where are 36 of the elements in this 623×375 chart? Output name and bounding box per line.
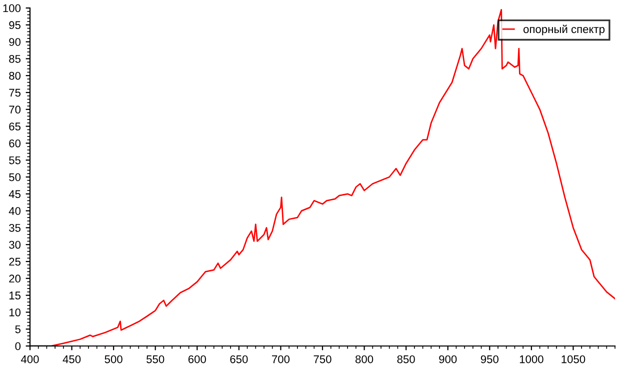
y-tick-label: 90 [9,38,21,46]
y-tick-label: 50 [9,173,21,182]
y-tick-label: 5 [15,325,21,334]
y-tick-label: 80 [9,72,21,80]
x-tick-label: 450 [62,355,81,364]
x-tick-label: 650 [230,355,248,364]
x-tick-label: 1000 [520,355,544,364]
y-tick-label: 95 [9,21,21,30]
x-tick-label: 750 [314,355,332,364]
y-tick-label: 20 [9,274,21,283]
x-tick-label: 500 [104,355,122,364]
y-tick-label: 30 [9,240,21,249]
y-tick-label: 65 [9,122,21,130]
x-tick-label: 800 [356,355,374,364]
x-tick-label: 600 [188,355,206,364]
y-tick-label: 0 [15,342,21,350]
x-tick-label: 700 [272,355,290,364]
x-tick-label: 550 [146,355,164,364]
legend-label: опорный спектр [523,24,605,36]
y-tick-label: 100 [3,4,21,12]
x-tick-label: 850 [397,355,415,364]
y-tick-label: 55 [9,156,21,164]
y-tick-label: 85 [9,54,21,63]
y-tick-label: 60 [9,139,21,148]
x-tick-label: 1050 [562,355,586,364]
y-tick-label: 35 [9,224,21,232]
y-tick-label: 40 [8,207,21,215]
y-tick-label: 45 [8,190,21,198]
x-tick-label: 950 [480,355,498,364]
y-tick-label: 75 [9,88,21,97]
x-tick-label: 900 [439,355,457,364]
y-tick-label: 10 [9,308,21,316]
x-tick-label: 400 [20,355,39,364]
y-tick-label: 25 [9,258,21,266]
y-tick-label: 70 [9,106,21,114]
y-tick-label: 15 [9,292,21,300]
